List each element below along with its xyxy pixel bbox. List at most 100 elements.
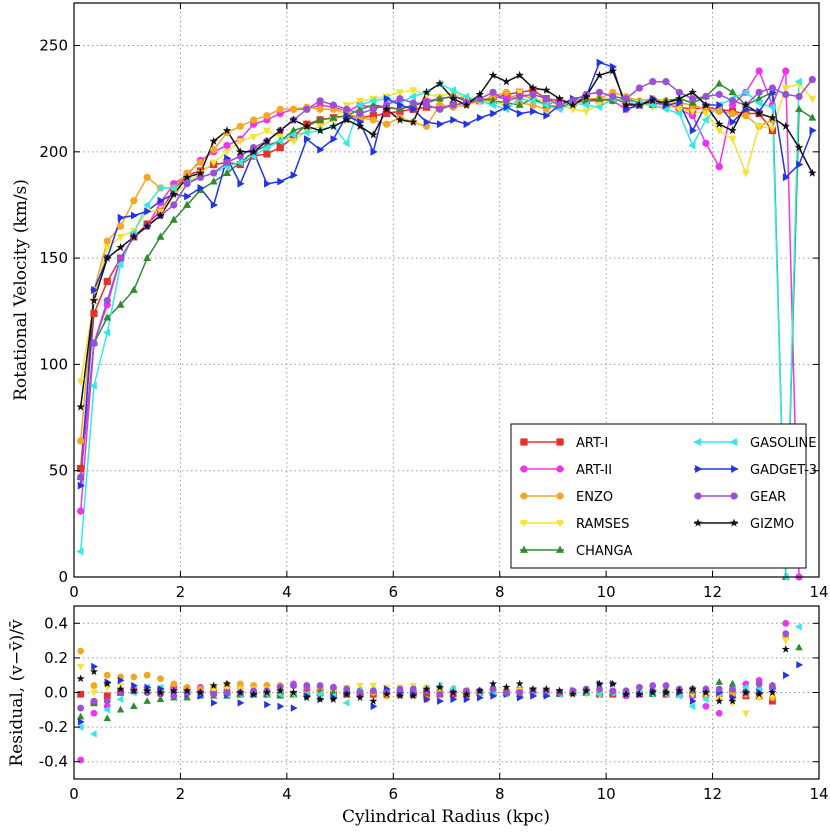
residual-point-gasoline <box>701 695 709 704</box>
top-x-tick-label: 8 <box>495 583 505 601</box>
legend-label-enzo: ENZO <box>576 490 613 505</box>
point-gear <box>529 90 537 99</box>
legend-marker-gadget-3 <box>695 465 703 473</box>
point-ramses <box>741 170 750 178</box>
residual-point-ramses <box>90 689 98 697</box>
residual-point-gizmo <box>741 688 750 696</box>
residual-point-gadget-3 <box>437 697 444 705</box>
point-enzo <box>103 237 111 245</box>
point-changa <box>156 232 165 240</box>
bottom-x-tick-label: 2 <box>176 785 186 803</box>
point-gasoline <box>102 328 111 337</box>
residual-point-gizmo <box>515 679 524 688</box>
point-gear <box>635 84 644 92</box>
point-gear <box>702 92 710 101</box>
point-gizmo <box>182 172 192 181</box>
point-gear <box>808 75 816 84</box>
point-art-ii <box>702 139 710 147</box>
residual-point-changa <box>715 678 723 685</box>
residual-point-gizmo <box>528 684 538 693</box>
point-gadget-3 <box>423 118 431 127</box>
residual-point-gasoline <box>316 690 323 698</box>
residual-point-gasoline <box>89 730 97 738</box>
legend-marker-art-ii <box>520 465 528 473</box>
point-gear <box>369 105 377 113</box>
point-gizmo <box>515 70 524 79</box>
bottom-y-tick-label: -0.2 <box>39 718 68 736</box>
point-gadget-3 <box>144 207 152 216</box>
residual-point-changa <box>76 712 85 720</box>
residual-point-gasoline <box>103 706 110 714</box>
point-gadget-3 <box>436 120 445 129</box>
point-art-i <box>77 464 85 473</box>
point-gear <box>555 101 564 109</box>
point-gear <box>649 78 657 86</box>
residual-point-gizmo <box>76 674 85 683</box>
residual-point-gizmo <box>129 686 138 695</box>
residual-point-gizmo <box>555 686 564 695</box>
residual-point-gizmo <box>342 689 351 698</box>
point-changa <box>595 94 604 102</box>
top-ticks: 0 2 4 6 8 10 12 14 0 50 100 150 200 250 <box>39 3 829 601</box>
residual-point-gear <box>103 697 111 705</box>
top-y-tick-label: 200 <box>39 143 68 161</box>
residual-point-art-i <box>77 690 85 698</box>
residual-point-gizmo <box>595 679 604 688</box>
point-ramses <box>236 138 245 146</box>
residual-point-gizmo <box>502 683 511 691</box>
point-gear <box>609 92 617 101</box>
residual-point-gizmo <box>143 686 152 695</box>
residual-point-gizmo <box>648 688 657 696</box>
point-changa <box>795 104 804 113</box>
point-gasoline <box>541 101 550 110</box>
point-changa <box>329 113 338 121</box>
point-ramses <box>249 134 258 142</box>
residual-point-gadget-3 <box>530 692 538 700</box>
point-gizmo <box>289 115 298 124</box>
point-gear <box>116 254 125 262</box>
point-gizmo <box>462 100 471 109</box>
point-enzo <box>143 173 151 181</box>
residual-point-gadget-3 <box>91 662 99 671</box>
residual-point-gear <box>316 682 324 689</box>
point-art-ii <box>755 67 763 75</box>
residual-point-gear <box>330 683 337 691</box>
residual-point-gizmo <box>329 695 338 703</box>
residual-point-gadget-3 <box>450 695 458 704</box>
point-gizmo <box>661 98 671 107</box>
point-gear <box>183 180 191 188</box>
point-ramses <box>675 106 684 114</box>
point-gear <box>343 105 351 113</box>
top-y-tick-label: 100 <box>39 355 68 373</box>
point-ramses <box>262 127 271 135</box>
point-gasoline <box>488 101 496 110</box>
residual-point-gadget-3 <box>144 683 152 692</box>
point-gadget-3 <box>290 171 298 180</box>
residual-point-gizmo <box>103 679 112 688</box>
residual-point-art-ii <box>77 756 85 764</box>
residual-point-gizmo <box>435 683 444 691</box>
point-gear <box>103 297 111 305</box>
point-gadget-3 <box>490 109 498 118</box>
point-gizmo <box>688 87 697 96</box>
bottom-x-tick-label: 4 <box>282 785 292 803</box>
point-ramses <box>582 108 591 116</box>
residual-point-gadget-3 <box>543 692 551 700</box>
residual-point-gadget-3 <box>210 699 218 707</box>
point-art-i <box>263 150 271 158</box>
point-gizmo <box>329 121 338 130</box>
point-gear <box>768 84 777 92</box>
point-gizmo <box>488 70 498 79</box>
residual-point-gizmo <box>183 686 192 695</box>
top-x-tick-label: 6 <box>389 583 399 601</box>
residual-point-gizmo <box>768 688 777 696</box>
point-gadget-3 <box>91 286 99 294</box>
residual-point-ramses <box>369 682 378 690</box>
residual-point-gadget-3 <box>131 681 138 690</box>
point-art-i <box>369 112 377 120</box>
bottom-y-tick-label: 0.4 <box>44 614 68 632</box>
residual-point-changa <box>116 705 125 713</box>
legend-marker-enzo <box>520 492 528 500</box>
point-gizmo <box>76 402 85 411</box>
point-gadget-3 <box>383 94 391 103</box>
